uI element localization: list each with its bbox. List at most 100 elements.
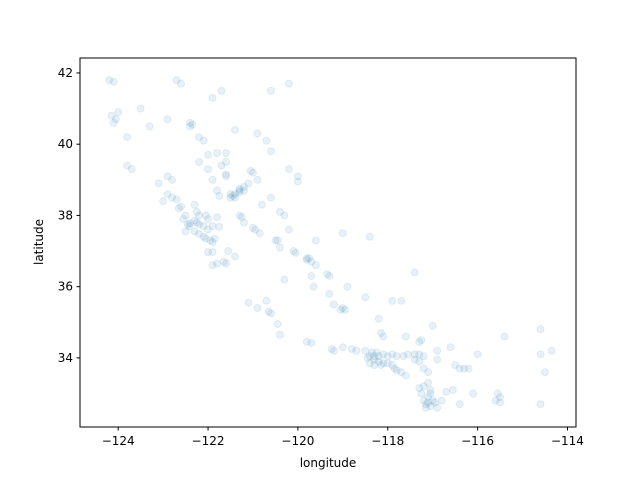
- point: [177, 202, 186, 211]
- point: [361, 346, 370, 355]
- point: [397, 368, 406, 377]
- point: [383, 352, 392, 361]
- x-tick-label: −116: [461, 434, 494, 448]
- point: [379, 332, 388, 341]
- point: [311, 236, 320, 245]
- point: [325, 289, 334, 298]
- point: [289, 247, 298, 256]
- point: [329, 346, 338, 355]
- point: [253, 175, 262, 184]
- point: [541, 368, 549, 377]
- point: [136, 104, 145, 113]
- point: [213, 259, 222, 268]
- point: [410, 355, 419, 364]
- point: [231, 252, 239, 261]
- point: [379, 350, 388, 359]
- point: [374, 314, 383, 323]
- y-tick-label: 38: [58, 208, 73, 222]
- point: [208, 261, 217, 270]
- point: [419, 382, 428, 391]
- point: [536, 400, 545, 409]
- point: [231, 125, 239, 134]
- point: [222, 149, 231, 158]
- point: [455, 400, 464, 409]
- point: [231, 193, 239, 202]
- point: [547, 346, 556, 355]
- point: [496, 398, 505, 407]
- point: [235, 211, 244, 220]
- point: [253, 129, 262, 138]
- point: [401, 332, 410, 341]
- point: [204, 150, 213, 159]
- point: [199, 232, 208, 241]
- point: [392, 366, 401, 375]
- point: [244, 179, 253, 188]
- point: [341, 305, 350, 314]
- point: [190, 216, 199, 225]
- point: [266, 193, 275, 202]
- point: [426, 389, 435, 398]
- y-axis-label: latitude: [32, 219, 46, 265]
- point: [284, 79, 293, 88]
- y-tick-label: 34: [58, 351, 73, 365]
- point: [163, 172, 172, 181]
- point: [377, 361, 386, 370]
- x-tick-label: −122: [192, 434, 225, 448]
- point: [181, 211, 190, 220]
- point: [365, 359, 374, 368]
- point: [195, 158, 204, 167]
- point: [188, 120, 197, 129]
- point: [192, 218, 201, 227]
- point: [323, 270, 332, 279]
- point: [415, 337, 424, 346]
- point: [246, 166, 255, 175]
- point: [433, 346, 442, 355]
- point: [262, 136, 271, 145]
- point: [107, 111, 116, 120]
- point: [448, 385, 457, 394]
- point: [370, 361, 379, 370]
- point: [154, 179, 163, 188]
- point: [159, 197, 168, 206]
- point: [424, 398, 433, 407]
- x-tick-label: −120: [281, 434, 314, 448]
- point: [271, 236, 280, 245]
- point: [204, 214, 213, 223]
- point: [388, 361, 397, 370]
- point: [224, 247, 233, 256]
- point: [275, 207, 284, 216]
- point: [424, 393, 433, 402]
- point: [338, 304, 347, 313]
- x-tick-label: −114: [551, 434, 584, 448]
- point: [237, 213, 246, 222]
- point: [123, 133, 132, 142]
- point: [469, 389, 478, 398]
- point: [186, 219, 195, 228]
- point: [195, 220, 204, 229]
- x-tick-label: −124: [102, 434, 135, 448]
- point: [284, 165, 293, 174]
- point: [222, 259, 231, 268]
- point: [460, 364, 469, 373]
- point: [190, 227, 199, 236]
- point: [379, 359, 388, 368]
- point: [500, 332, 509, 341]
- point: [293, 172, 302, 181]
- point: [239, 186, 248, 195]
- point: [352, 346, 361, 355]
- point: [208, 248, 217, 257]
- point: [145, 122, 154, 131]
- point: [235, 186, 244, 195]
- point: [329, 300, 338, 309]
- point: [239, 182, 248, 191]
- point: [213, 186, 222, 195]
- y-tick-label: 36: [58, 280, 73, 294]
- point: [451, 361, 460, 370]
- point: [226, 193, 235, 202]
- point: [397, 296, 406, 305]
- point: [280, 211, 289, 220]
- point: [123, 161, 132, 170]
- point: [446, 343, 455, 352]
- point: [186, 118, 195, 127]
- point: [401, 371, 410, 380]
